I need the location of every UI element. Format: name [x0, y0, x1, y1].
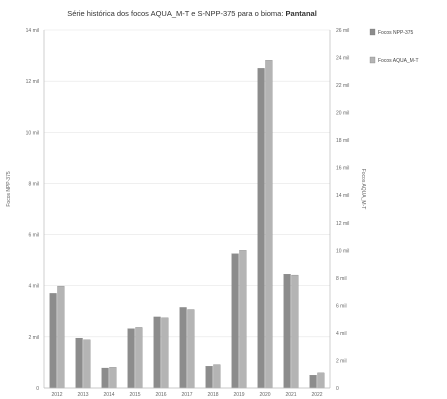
- legend-swatch-npp: [369, 28, 376, 36]
- tick-labels: 0 2 mil 4 mil 6 mil 8 mil 10 mil 12 mil 14 mil 0…: [26, 28, 350, 398]
- chart-title-biome: Pantanal: [286, 9, 317, 18]
- y-right-tick-label: 2 mil: [336, 358, 347, 364]
- x-tick-label: 2020: [259, 392, 270, 398]
- x-tick-label: 2021: [285, 392, 296, 398]
- y-left-tick-label: 4 mil: [28, 284, 39, 290]
- y-right-tick-label: 26 mil: [336, 28, 349, 34]
- y-right-tick-label: 20 mil: [336, 111, 349, 117]
- legend-item-aqua[interactable]: Focos AQUA_M-T: [369, 56, 419, 64]
- bar-npp-2014[interactable]: [101, 367, 109, 389]
- y-left-tick-label: 10 mil: [26, 130, 39, 136]
- bar-npp-2013[interactable]: [75, 337, 83, 389]
- y-right-tick-label: 22 mil: [336, 83, 349, 89]
- legend-label-aqua: Focos AQUA_M-T: [378, 58, 419, 64]
- bar-npp-2017[interactable]: [179, 307, 187, 389]
- bar-npp-2018[interactable]: [205, 366, 213, 389]
- grid: [44, 29, 330, 389]
- bar-npp-2016[interactable]: [153, 316, 161, 389]
- x-tick-label: 2016: [155, 392, 166, 398]
- y-right-tick-label: 0: [336, 386, 339, 392]
- y-left-tick-label: 2 mil: [28, 335, 39, 341]
- y-right-tick-label: 10 mil: [336, 248, 349, 254]
- bar-aqua-2021[interactable]: [291, 274, 299, 389]
- y-left-tick-label: 0: [36, 386, 39, 392]
- y-right-tick-label: 16 mil: [336, 166, 349, 172]
- legend: Focos NPP-375 Focos AQUA_M-T: [369, 28, 419, 64]
- x-tick-label: 2019: [233, 392, 244, 398]
- y-right-tick-label: 18 mil: [336, 138, 349, 144]
- bars: [49, 60, 325, 389]
- bar-npp-2020[interactable]: [257, 68, 265, 389]
- x-tick-label: 2012: [51, 392, 62, 398]
- bar-npp-2022[interactable]: [309, 375, 317, 389]
- legend-swatch-aqua: [369, 56, 376, 64]
- x-tick-label: 2022: [311, 392, 322, 398]
- y-right-tick-label: 8 mil: [336, 276, 347, 282]
- legend-label-npp: Focos NPP-375: [378, 30, 414, 36]
- chart-title: Série histórica dos focos AQUA_M-T e S-N…: [67, 9, 317, 18]
- chart-title-prefix: Série histórica dos focos AQUA_M-T e S-N…: [67, 9, 285, 18]
- axes: [43, 30, 331, 389]
- bar-aqua-2012[interactable]: [57, 285, 65, 389]
- bar-npp-2012[interactable]: [49, 293, 57, 389]
- bar-aqua-2015[interactable]: [135, 327, 143, 389]
- y-right-tick-label: 12 mil: [336, 221, 349, 227]
- x-tick-label: 2017: [181, 392, 192, 398]
- bar-npp-2015[interactable]: [127, 328, 135, 389]
- bar-aqua-2022[interactable]: [317, 372, 325, 389]
- y-left-tick-label: 6 mil: [28, 233, 39, 239]
- y-right-tick-label: 24 mil: [336, 56, 349, 62]
- x-tick-label: 2013: [77, 392, 88, 398]
- y-axis-left-label: Focos NPP-375: [6, 171, 12, 207]
- bar-aqua-2013[interactable]: [83, 339, 91, 389]
- legend-item-npp[interactable]: Focos NPP-375: [369, 28, 414, 36]
- y-left-tick-label: 12 mil: [26, 79, 39, 85]
- y-right-tick-label: 4 mil: [336, 331, 347, 337]
- y-axis-right-label: Focos AQUA_M-T: [360, 169, 366, 210]
- bar-aqua-2020[interactable]: [265, 60, 273, 389]
- bar-aqua-2014[interactable]: [109, 367, 117, 389]
- bar-aqua-2016[interactable]: [161, 317, 169, 389]
- bar-npp-2021[interactable]: [283, 274, 291, 389]
- bar-aqua-2019[interactable]: [239, 250, 247, 389]
- y-right-tick-label: 6 mil: [336, 303, 347, 309]
- y-left-tick-label: 8 mil: [28, 181, 39, 187]
- bar-aqua-2017[interactable]: [187, 309, 195, 389]
- x-tick-label: 2015: [129, 392, 140, 398]
- x-tick-label: 2018: [207, 392, 218, 398]
- bar-aqua-2018[interactable]: [213, 364, 221, 389]
- bar-npp-2019[interactable]: [231, 253, 239, 389]
- y-right-tick-label: 14 mil: [336, 193, 349, 199]
- x-tick-label: 2014: [103, 392, 114, 398]
- y-left-tick-label: 14 mil: [26, 28, 39, 34]
